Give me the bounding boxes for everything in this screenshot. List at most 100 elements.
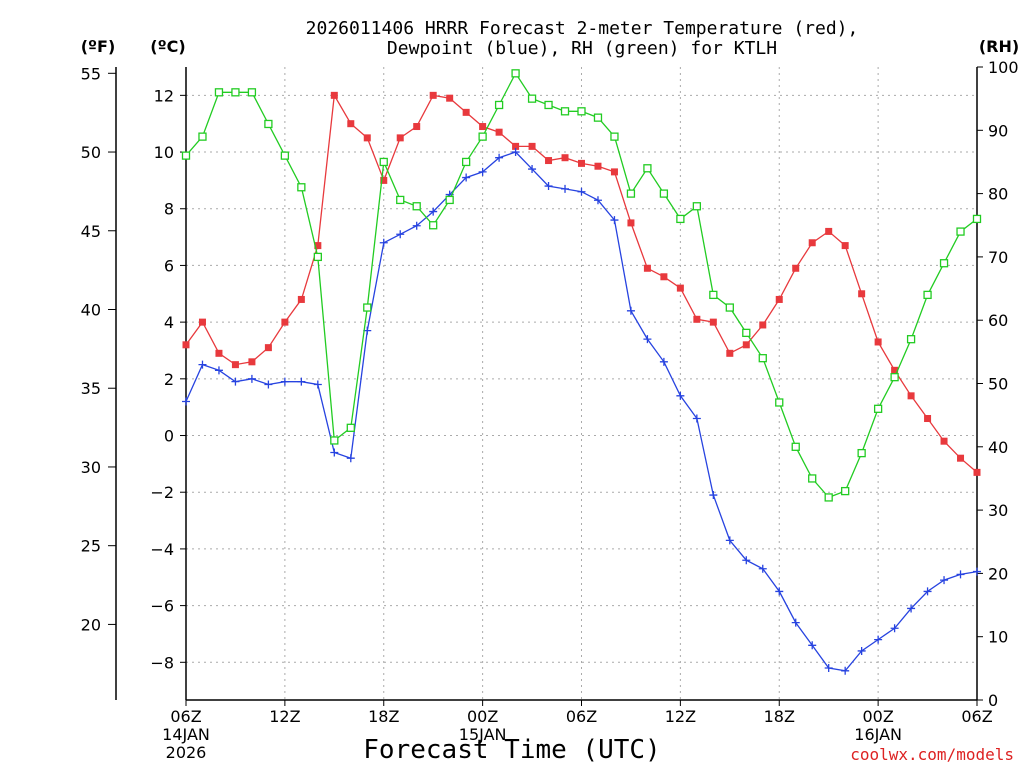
dewpoint-point [973, 567, 981, 576]
dewpoint-point [692, 414, 701, 423]
rh-point [725, 303, 734, 312]
temperature-point [363, 134, 371, 142]
dewpoint-point [297, 377, 306, 386]
time-tick-label: 12Z [269, 707, 300, 726]
temperature-point [841, 242, 849, 250]
time-tick-label: 00Z [467, 707, 498, 726]
rh-tick-label: 0 [988, 691, 998, 710]
celsius-tick-label: −4 [150, 540, 174, 559]
temperature-point [594, 162, 602, 170]
series-rh [181, 69, 982, 502]
dewpoint-point [511, 148, 520, 157]
rh-point [956, 227, 965, 236]
dewpoint-point [593, 196, 602, 205]
temperature-point [775, 295, 783, 303]
dewpoint-point [495, 153, 504, 162]
time-tick-label: 06Z [566, 707, 597, 726]
rh-point [659, 189, 669, 198]
rh-point [758, 354, 767, 363]
series-layer [181, 69, 982, 675]
celsius-tick-label: 2 [164, 370, 174, 389]
dewpoint-point [808, 641, 817, 650]
fahrenheit-tick-label: 45 [81, 222, 101, 241]
rh-point [478, 132, 487, 141]
temperature-point [413, 123, 421, 131]
dewpoint-point [379, 238, 388, 247]
dewpoint-point [280, 377, 289, 386]
rh-point [346, 423, 355, 432]
temperature-point [610, 168, 618, 176]
dewpoint-point [725, 536, 734, 545]
rh-point [264, 119, 273, 129]
rh-point [626, 189, 636, 198]
time-tick-label: 18Z [764, 707, 795, 726]
dewpoint-point [264, 380, 273, 389]
temperature-point [907, 392, 915, 400]
dewpoint-point [742, 556, 751, 565]
temperature-point [825, 227, 833, 235]
celsius-tick-label: −8 [150, 653, 174, 672]
fahrenheit-tick-label: 55 [81, 64, 101, 83]
rh-tick-label: 10 [988, 628, 1008, 647]
rh-tick-label: 60 [988, 311, 1008, 330]
dewpoint-point [198, 360, 207, 369]
rh-point [445, 195, 454, 205]
dewpoint-point [610, 216, 619, 225]
temperature-point [297, 295, 305, 303]
dewpoint-point [874, 635, 883, 644]
time-tick-label: 06Z [961, 707, 992, 726]
temperature-point [198, 318, 206, 326]
celsius-tick-label: 6 [164, 256, 174, 275]
temperature-point [643, 264, 651, 272]
rh-point [923, 290, 932, 300]
temperature-point [215, 349, 223, 357]
dewpoint-point [330, 448, 339, 457]
celsius-unit-label: (ºC) [150, 37, 185, 56]
temperature-point [248, 358, 256, 366]
dewpoint-point [659, 357, 668, 366]
rh-point [939, 259, 949, 268]
temperature-point [660, 273, 668, 281]
rh-point [313, 252, 322, 262]
temperature-point [676, 284, 684, 292]
temperature-point [561, 154, 569, 162]
chart-title-line1: 2026011406 HRRR Forecast 2-meter Tempera… [306, 18, 859, 39]
fahrenheit-unit-label: (ºF) [81, 37, 116, 56]
temperature-point [545, 157, 553, 165]
rh-point [429, 221, 438, 230]
dewpoint-point [396, 230, 405, 239]
chart-title-line2: Dewpoint (blue), RH (green) for KTLH [387, 38, 777, 59]
dewpoint-point [214, 366, 223, 375]
temperature-point [281, 318, 289, 326]
celsius-tick-label: 12 [154, 86, 174, 105]
temperature-point [528, 142, 536, 150]
dewpoint-point [626, 306, 635, 315]
rh-point [824, 493, 833, 502]
rh-point [577, 107, 586, 116]
series-temperature [182, 91, 981, 476]
temperature-point [578, 159, 585, 167]
dewpoint-point [890, 624, 899, 633]
dewpoint-point [462, 173, 471, 182]
temperature-point [726, 349, 734, 357]
dewpoint-point [429, 207, 438, 216]
rh-point [692, 202, 702, 211]
rh-point [873, 404, 883, 413]
dewpoint-point [643, 335, 652, 344]
dewpoint-point [478, 167, 487, 176]
rh-point [906, 335, 916, 344]
series-dewpoint [182, 148, 981, 675]
dewpoint-point [791, 618, 800, 627]
rh-point [560, 107, 570, 116]
rh-point [379, 157, 388, 167]
temperature-point [858, 290, 866, 298]
dewpoint-point [824, 663, 833, 672]
dewpoint-point [923, 587, 932, 596]
date-label: 14JAN [162, 725, 210, 744]
rh-point [198, 132, 207, 141]
year-label: 2026 [166, 743, 207, 762]
temperature-point [182, 341, 190, 349]
temperature-point [479, 123, 487, 131]
